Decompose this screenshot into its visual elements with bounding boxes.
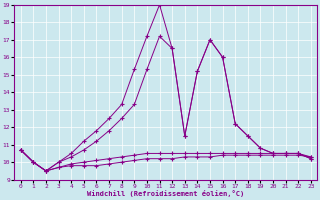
X-axis label: Windchill (Refroidissement éolien,°C): Windchill (Refroidissement éolien,°C) xyxy=(87,190,244,197)
